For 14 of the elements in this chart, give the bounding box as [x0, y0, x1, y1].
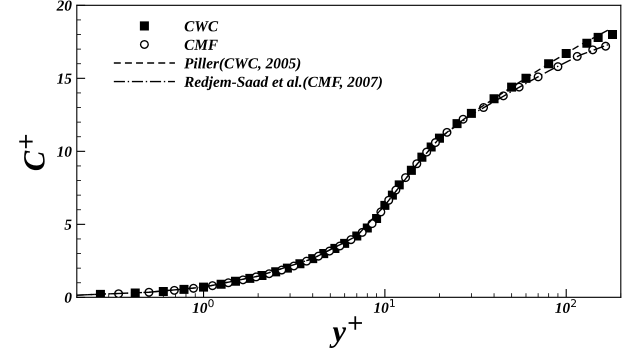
x-axis-title: y$^{+}$: [329, 316, 362, 348]
legend-label: CWC: [184, 21, 218, 32]
x-tick-label: 10$^{2}$: [555, 299, 576, 314]
legend-label: Piller(CWC, 2005): [184, 58, 300, 72]
x-tick-label: 10$^{1}$: [374, 299, 395, 313]
y-tick-label: 0: [64, 292, 72, 303]
x-tick-label: 10$^{0}$: [192, 299, 214, 314]
y-axis-title: C$^{+}$: [19, 134, 45, 170]
y-tick-label: 10: [57, 146, 72, 157]
y-tick-label: 15: [57, 74, 72, 84]
y-tick-label: 5: [64, 220, 72, 230]
legend-label: Redjem-Saad et al.(CMF, 2007): [184, 76, 382, 90]
y-tick-label: 20: [56, 0, 72, 11]
legend-label: CMF: [184, 40, 218, 50]
